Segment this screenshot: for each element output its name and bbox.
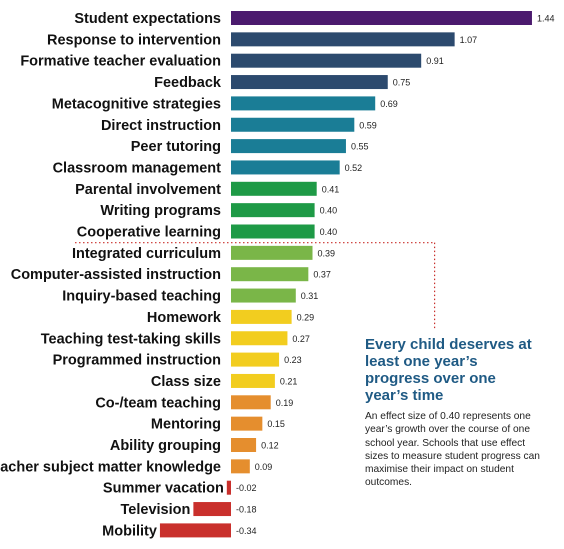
bar-teaching-test-taking-skills: [231, 331, 288, 346]
category-label: Class size: [151, 374, 221, 390]
category-label: Feedback: [154, 75, 222, 91]
bar-inquiry-based-teaching: [231, 288, 296, 303]
value-label: 1.44: [537, 14, 555, 24]
value-label: 0.75: [393, 78, 411, 88]
value-label: 1.07: [460, 35, 478, 45]
value-label: -0.02: [236, 483, 257, 493]
value-label: 0.23: [284, 355, 302, 365]
value-label: 0.52: [345, 163, 363, 173]
category-label: Computer-assisted instruction: [11, 267, 221, 283]
bars-group: [159, 11, 532, 538]
value-label: 0.27: [292, 334, 310, 344]
category-label: Mentoring: [151, 417, 221, 433]
value-label: 0.29: [297, 312, 315, 322]
value-label: -0.18: [236, 505, 257, 515]
bar-programmed-instruction: [231, 352, 280, 367]
category-label: Co-/team teaching: [95, 395, 221, 411]
bar-student-expectations: [231, 11, 532, 25]
value-label: 0.41: [322, 184, 340, 194]
bar-writing-programs: [231, 203, 315, 218]
category-label: Writing programs: [100, 203, 221, 219]
category-label: Inquiry-based teaching: [62, 289, 221, 305]
value-label: 0.12: [261, 441, 279, 451]
category-label: Metacognitive strategies: [52, 96, 221, 112]
value-label: 0.15: [267, 419, 285, 429]
callout-box: Every child deserves at least one year’s…: [365, 336, 540, 490]
bar-ability-grouping: [231, 438, 257, 452]
value-label: 0.40: [320, 227, 338, 237]
category-label: Cooperative learning: [77, 225, 221, 241]
category-label: Ability grouping: [110, 438, 221, 454]
category-label: Teaching test-taking skills: [41, 331, 221, 347]
value-label: 0.21: [280, 376, 298, 386]
category-label: Homework: [147, 310, 222, 326]
bar-television: [193, 502, 231, 517]
bar-class-size: [231, 373, 275, 388]
bar-metacognitive-strategies: [231, 96, 376, 111]
category-label: Teacher subject matter knowledge: [0, 459, 221, 475]
callout-title: Every child deserves at least one year’s…: [365, 336, 532, 404]
value-label: 0.59: [359, 120, 377, 130]
value-label: 0.37: [313, 270, 331, 280]
bar-integrated-curriculum: [231, 245, 313, 260]
bar-formative-teacher-evaluation: [231, 53, 422, 68]
bar-direct-instruction: [231, 117, 355, 132]
category-label: Student expectations: [74, 11, 221, 27]
bar-cooperative-learning: [231, 224, 315, 239]
category-label: Summer vacation: [103, 481, 224, 497]
category-label: Integrated curriculum: [72, 246, 221, 262]
category-labels: Student expectations Response to interven…: [0, 11, 224, 539]
value-labels: 1.44 1.07 0.91 0.75 0.69 0.59 0.55 0.52 0.41 0.40…: [236, 14, 554, 536]
value-label: 0.40: [320, 206, 338, 216]
category-label: Response to intervention: [47, 32, 221, 48]
value-label: 0.91: [426, 56, 444, 66]
threshold-line: [75, 242, 436, 330]
bar-parental-involvement: [231, 181, 317, 196]
value-label: 0.19: [276, 398, 294, 408]
bar-teacher-subject-matter-knowledge: [231, 459, 250, 474]
category-label: Mobility: [102, 523, 157, 539]
bar-feedback: [231, 75, 388, 90]
category-label: Direct instruction: [101, 118, 221, 134]
bar-co-team-teaching: [231, 395, 271, 410]
bar-homework: [231, 309, 292, 324]
category-label: Peer tutoring: [131, 139, 221, 155]
value-label: 0.55: [351, 142, 369, 152]
bar-summer-vacation: [226, 480, 231, 495]
category-label: Formative teacher evaluation: [20, 54, 221, 70]
value-label: 0.69: [380, 99, 398, 109]
value-label: -0.34: [236, 526, 257, 536]
bar-computer-assisted-instruction: [231, 267, 309, 282]
bar-mobility: [159, 523, 231, 538]
category-label: Television: [121, 502, 191, 518]
category-label: Programmed instruction: [53, 353, 221, 369]
value-label: 0.31: [301, 291, 319, 301]
bar-peer-tutoring: [231, 139, 346, 154]
callout-body: An effect size of 0.40 represents one ye…: [365, 411, 540, 489]
bar-classroom-management: [231, 160, 340, 175]
bar-response-to-intervention: [231, 32, 455, 47]
value-label: 0.09: [255, 462, 273, 472]
category-label: Parental involvement: [75, 182, 221, 198]
bar-mentoring: [231, 416, 263, 431]
category-label: Classroom management: [53, 160, 222, 176]
value-label: 0.39: [318, 248, 336, 258]
